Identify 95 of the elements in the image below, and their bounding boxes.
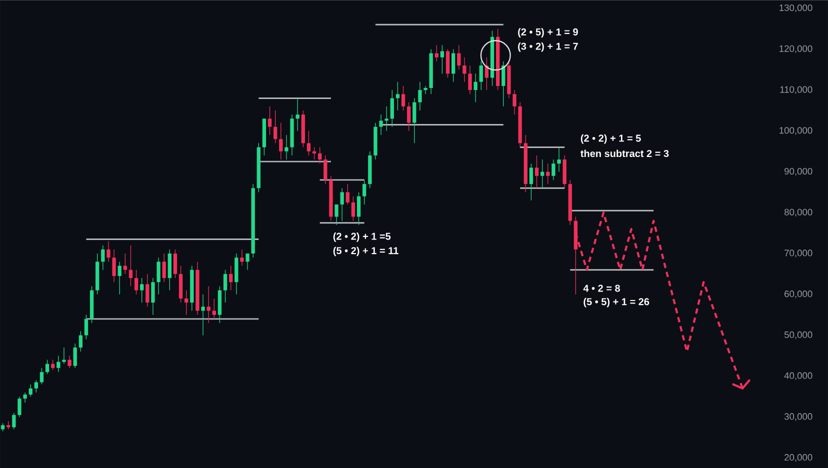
candlestick	[112, 249, 116, 282]
candlestick	[279, 122, 283, 160]
candlestick	[384, 106, 388, 132]
y-tick-label: 20,000	[784, 454, 812, 462]
candlestick	[268, 106, 272, 136]
candlestick	[396, 81, 400, 111]
candlestick	[306, 130, 311, 156]
candlestick	[146, 274, 150, 307]
candlestick	[412, 98, 416, 144]
candlestick	[424, 86, 428, 94]
candlestick	[28, 384, 32, 397]
candlestick	[356, 192, 361, 226]
candlestick	[40, 368, 44, 385]
y-tick-label: 90,000	[784, 168, 812, 176]
candlestick	[379, 114, 383, 136]
candlestick	[206, 286, 210, 324]
candlestick	[84, 314, 88, 340]
candlestick	[462, 56, 466, 82]
candlestick	[351, 196, 356, 222]
candlestick	[334, 204, 338, 226]
candlestick	[557, 146, 561, 172]
candlestick	[312, 146, 316, 160]
annotation: (5 • 5) + 1 = 26	[584, 298, 650, 308]
candlestick	[479, 61, 483, 90]
annotation: (3 • 2) + 1 = 7	[518, 42, 578, 52]
candlestick	[340, 188, 344, 222]
candlestick	[56, 355, 60, 372]
annotation: then subtract 2 = 3	[580, 150, 669, 158]
candlestick	[274, 110, 278, 144]
candlestick	[362, 180, 366, 205]
candlestick	[106, 240, 110, 262]
candlestick	[546, 163, 550, 184]
candlestick	[12, 412, 16, 430]
candlestick	[284, 134, 288, 160]
candlestick	[101, 244, 105, 270]
y-tick-label: 120,000	[780, 45, 812, 53]
candlestick	[34, 380, 38, 393]
y-tick-label: 50,000	[784, 331, 812, 340]
candlestick	[23, 392, 27, 403]
candlestick	[128, 244, 133, 287]
annotation: 4 • 2 = 8	[583, 284, 620, 292]
candlestick	[474, 73, 478, 103]
y-tick-label: 70,000	[784, 250, 812, 258]
candlestick	[151, 278, 155, 316]
y-tick-label: 100,000	[780, 127, 812, 135]
candlestick	[451, 48, 456, 82]
candlestick	[534, 155, 539, 188]
annotation: (2 • 2) + 1 = 5	[580, 134, 641, 144]
candlestick	[51, 359, 55, 370]
candlestick	[324, 155, 328, 184]
candlestick	[246, 253, 250, 270]
candlestick	[156, 257, 160, 295]
candlestick	[296, 98, 300, 132]
candlestick	[540, 159, 544, 188]
candlestick	[390, 90, 394, 128]
candlestick	[118, 261, 122, 295]
candlestick	[201, 294, 205, 336]
y-tick-label: 110,000	[780, 86, 812, 94]
candlestick	[552, 159, 556, 180]
annotation: (2 • 2) + 1 =5	[333, 232, 391, 242]
candlestick	[512, 90, 516, 115]
candlestick	[468, 65, 472, 94]
candlestick	[346, 184, 350, 205]
annotation: (5 • 2) + 1 = 11	[333, 246, 398, 256]
candlestick	[406, 102, 411, 132]
candlestick	[68, 355, 72, 368]
candlestick	[162, 253, 166, 282]
candlestick	[240, 249, 244, 266]
candlestick	[73, 343, 77, 368]
candlestick	[212, 298, 216, 320]
candlestick	[62, 347, 66, 364]
candlestick	[223, 269, 228, 303]
y-tick-label: 30,000	[784, 413, 812, 421]
candlestick	[318, 146, 322, 164]
y-tick-label: 40,000	[784, 372, 812, 380]
candlestick	[401, 86, 406, 111]
candlestick	[78, 330, 82, 352]
candlestick	[173, 249, 178, 278]
y-tick-label: 80,000	[784, 208, 812, 216]
candlestick	[18, 396, 22, 418]
candlestick	[45, 359, 50, 374]
candlestick	[140, 278, 144, 303]
candlestick	[184, 290, 188, 316]
candlestick	[123, 253, 127, 274]
y-tick-label: 130,000	[780, 4, 812, 12]
candlestick	[446, 48, 450, 78]
candlestick	[434, 44, 438, 62]
candlestick	[457, 44, 461, 70]
y-tick-label: 60,000	[784, 290, 812, 298]
candlestick	[134, 269, 138, 295]
candlestick	[418, 81, 422, 111]
candlestick	[229, 265, 233, 291]
annotation: (2 • 5) + 1 = 9	[518, 28, 578, 38]
candlestick	[529, 163, 534, 201]
candlestick	[440, 44, 444, 74]
